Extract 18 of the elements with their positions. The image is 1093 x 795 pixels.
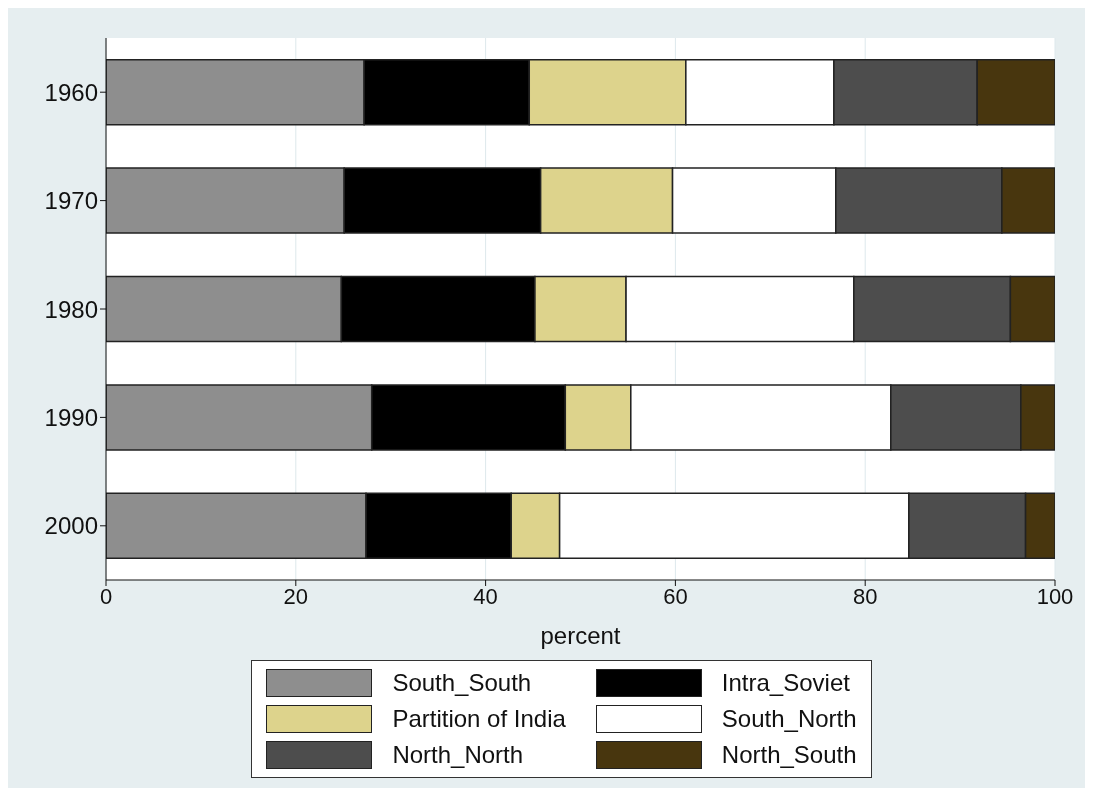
x-axis-title: percent xyxy=(540,622,621,649)
legend-label: North_South xyxy=(721,741,857,769)
x-tick-label: 60 xyxy=(663,583,688,609)
legend-label: South_South xyxy=(392,669,532,697)
y-tick-label: 1960 xyxy=(44,78,98,106)
y-tick-label: 1980 xyxy=(44,295,98,323)
legend-label: Partition of India xyxy=(392,705,566,733)
legend-label: North_North xyxy=(392,741,524,769)
y-tick-label: 1970 xyxy=(44,187,98,215)
x-tick-label: 40 xyxy=(473,583,498,609)
x-tick-label: 100 xyxy=(1036,583,1074,609)
x-tick-label: 80 xyxy=(852,583,878,609)
y-tick-label: 1990 xyxy=(44,403,98,431)
legend-label: Intra_Soviet xyxy=(721,669,850,697)
x-tick-label: 0 xyxy=(99,583,113,609)
y-tick-label: 2000 xyxy=(44,512,98,540)
legend-label: South_North xyxy=(721,705,857,733)
x-tick-label: 20 xyxy=(283,583,309,609)
